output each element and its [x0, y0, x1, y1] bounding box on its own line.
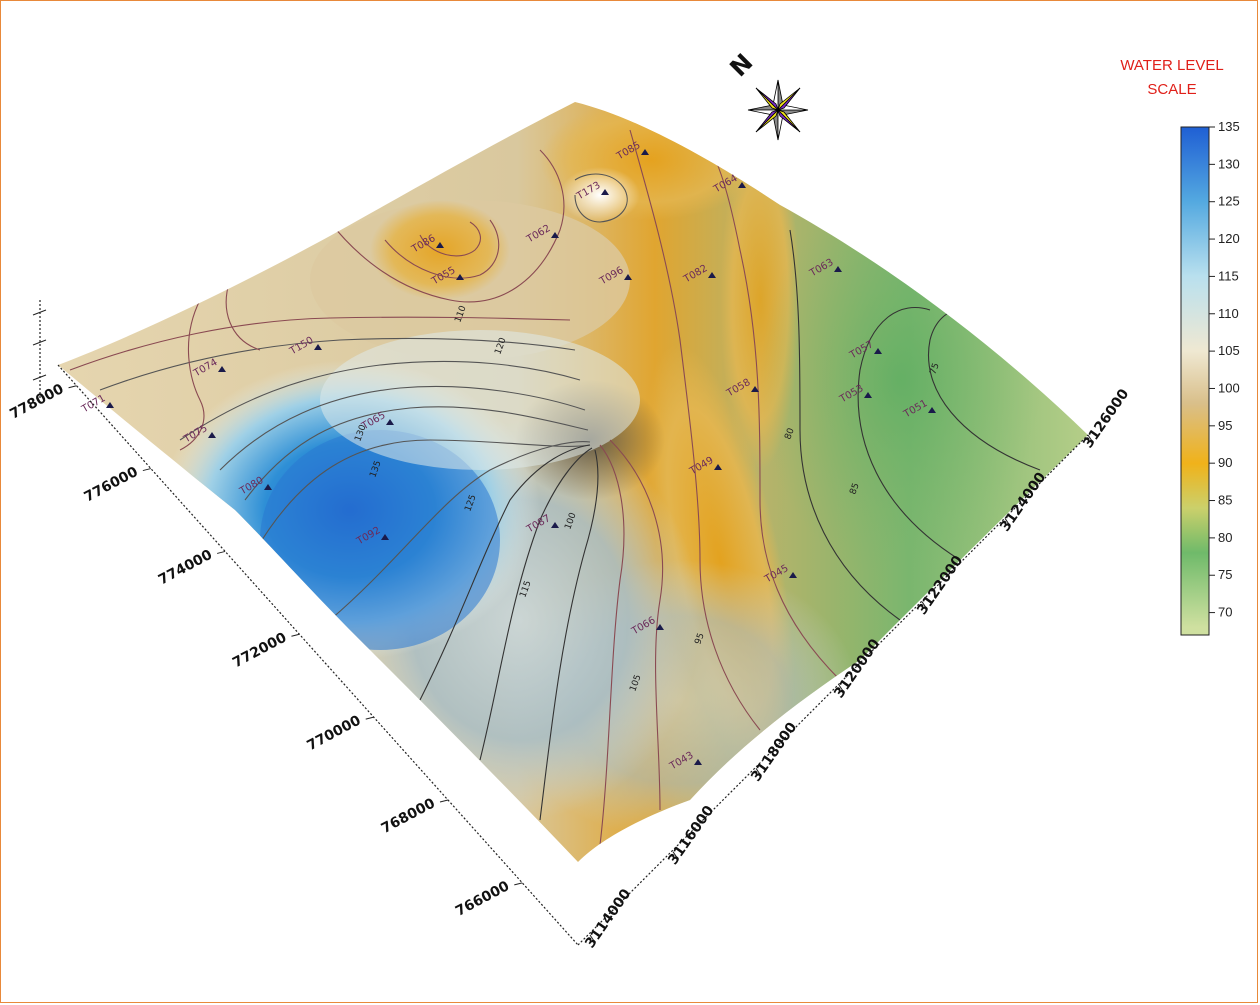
legend-tick-label: 125 [1218, 194, 1240, 209]
legend-tick-label: 105 [1218, 343, 1240, 358]
contour-value-label: 80 [783, 427, 796, 441]
easting-tick-label: 766000 [453, 878, 512, 920]
contour-value-label: 75 [928, 362, 941, 376]
northing-tick-label: 3126000 [1080, 386, 1132, 451]
easting-tick-label: 778000 [7, 381, 66, 423]
legend-tick-label: 90 [1218, 455, 1232, 470]
surface-colors [58, 102, 1088, 862]
legend-title-line2: SCALE [1147, 81, 1197, 98]
legend-tick-label: 70 [1218, 605, 1232, 620]
legend-tick-label: 115 [1218, 268, 1239, 283]
northing-tick-label: 3116000 [665, 803, 717, 868]
vertical-axis-ticks [32, 309, 47, 381]
easting-tick-label: 776000 [82, 464, 141, 506]
water-level-color-bar: 135 130 125 120 115 110 105 100 95 90 85 80 75 70 [1180, 119, 1240, 636]
legend-tick-label: 130 [1218, 156, 1240, 171]
legend-tick-label: 100 [1218, 380, 1240, 395]
legend-tick-label: 120 [1218, 231, 1240, 246]
legend-tick-label: 75 [1218, 567, 1232, 582]
legend-tick-label: 110 [1218, 306, 1239, 321]
contour-value-label: 85 [848, 482, 861, 496]
legend-tick-label: 95 [1218, 418, 1232, 433]
legend-tick-label: 135 [1218, 119, 1240, 134]
compass-rose-icon [747, 79, 809, 141]
easting-tick-label: 774000 [156, 547, 215, 589]
legend-tick-label: 85 [1218, 493, 1232, 508]
northing-axis-line [577, 434, 1089, 946]
legend-title-line1: WATER LEVEL [1120, 57, 1224, 74]
legend-tick-label: 80 [1218, 530, 1232, 545]
easting-tick-label: 768000 [379, 795, 438, 837]
easting-tick-label: 772000 [230, 630, 289, 672]
easting-axis-line [57, 364, 579, 946]
contour-lines [69, 129, 1041, 846]
axis-lines [39, 300, 1089, 946]
contour-value-label: 95 [693, 632, 706, 646]
legend-title: WATER LEVEL SCALE [1112, 54, 1232, 102]
northing-tick-label: 3114000 [582, 886, 634, 951]
north-label: N [724, 48, 758, 82]
easting-tick-label: 770000 [304, 712, 363, 754]
